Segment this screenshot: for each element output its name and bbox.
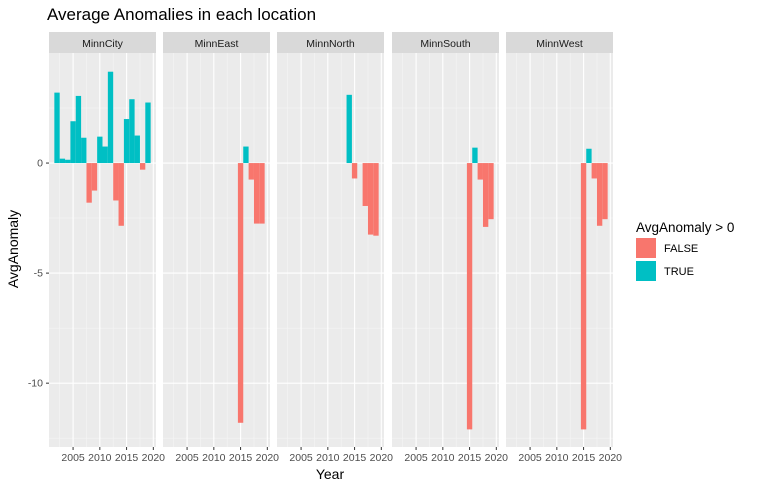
facet-strip bbox=[163, 32, 270, 53]
bar-minnsouth-2019 bbox=[488, 163, 494, 220]
facet-strip-label: MinnSouth bbox=[420, 38, 470, 50]
bar-minneast-2018 bbox=[253, 163, 260, 224]
panel-background bbox=[163, 53, 270, 447]
bar-minncity-2010 bbox=[97, 136, 103, 164]
facet-panel-minneast: MinnEast 2005 2010 2015 2020 bbox=[163, 32, 279, 464]
bar-minnnorth-2018 bbox=[367, 163, 374, 235]
bar-minneast-2019 bbox=[259, 163, 265, 224]
x-tick-label: 2020 bbox=[142, 452, 166, 464]
bar-minncity-2017 bbox=[134, 135, 140, 164]
x-tick-label: 2010 bbox=[202, 452, 226, 464]
legend: AvgAnomaly > 0 FALSE TRUE bbox=[636, 220, 734, 281]
x-tick-label: 2020 bbox=[599, 452, 623, 464]
bar-minncity-2014 bbox=[118, 163, 124, 226]
y-tick-label: -10 bbox=[28, 378, 43, 390]
bar-minncity-2015 bbox=[123, 119, 130, 164]
bar-minneast-2017 bbox=[248, 163, 254, 180]
bar-minncity-2013 bbox=[113, 163, 119, 201]
bar-minnwest-2018 bbox=[596, 163, 603, 226]
bar-minncity-2011 bbox=[102, 146, 108, 164]
bar-minncity-2018 bbox=[139, 163, 146, 170]
x-tick-label: 2020 bbox=[370, 452, 394, 464]
facet-panel-minnwest: MinnWest 2005 2010 2015 2020 bbox=[506, 32, 622, 464]
bar-minnwest-2015 bbox=[580, 163, 587, 430]
facet-strip bbox=[392, 32, 499, 53]
x-tick-label: 2020 bbox=[256, 452, 280, 464]
bar-minncity-2012 bbox=[107, 71, 114, 164]
facet-panel-minncity: MinnCity 2005 2010 2015 2020 bbox=[49, 32, 165, 464]
bar-minncity-2005 bbox=[70, 121, 76, 164]
bar-minnsouth-2016 bbox=[472, 147, 478, 164]
bar-minncity-2004 bbox=[65, 159, 71, 164]
x-axis-title: Year bbox=[316, 466, 345, 482]
panel-background bbox=[49, 53, 156, 447]
bar-minnsouth-2018 bbox=[482, 163, 489, 227]
y-tick-label: 0 bbox=[37, 158, 43, 170]
bar-minnnorth-2014 bbox=[346, 94, 352, 164]
bar-minnwest-2019 bbox=[602, 163, 608, 220]
bar-minncity-2006 bbox=[75, 95, 82, 164]
x-tick-label: 2005 bbox=[518, 452, 542, 464]
y-tick-label: -5 bbox=[34, 268, 43, 280]
legend-label-false: FALSE bbox=[664, 243, 698, 255]
x-tick-label: 2010 bbox=[316, 452, 340, 464]
bar-minncity-2009 bbox=[91, 163, 98, 191]
bar-minncity-2007 bbox=[81, 137, 87, 164]
facet-strip bbox=[277, 32, 384, 53]
x-tick-label: 2010 bbox=[431, 452, 455, 464]
x-tick-label: 2005 bbox=[61, 452, 85, 464]
bar-minncity-2003 bbox=[59, 158, 66, 164]
bar-minncity-2008 bbox=[86, 163, 92, 203]
legend-label-true: TRUE bbox=[664, 266, 694, 278]
facet-strip bbox=[506, 32, 613, 53]
x-tick-label: 2010 bbox=[88, 452, 112, 464]
bar-minnsouth-2015 bbox=[466, 163, 473, 430]
x-tick-label: 2015 bbox=[458, 452, 482, 464]
x-tick-label: 2005 bbox=[289, 452, 313, 464]
facet-strip-label: MinnNorth bbox=[306, 38, 355, 50]
y-axis-title: AvgAnomaly bbox=[5, 210, 21, 288]
chart-title: Average Anomalies in each location bbox=[47, 5, 316, 24]
facet-strip bbox=[49, 32, 156, 53]
bar-minnnorth-2019 bbox=[373, 163, 379, 236]
facet-panel-minnnorth: MinnNorth 2005 2010 2015 2020 bbox=[277, 32, 393, 464]
bar-minnwest-2017 bbox=[591, 163, 597, 179]
bar-minnwest-2016 bbox=[586, 148, 592, 164]
panel-background bbox=[392, 53, 499, 447]
bar-minneast-2016 bbox=[243, 146, 249, 164]
x-tick-label: 2010 bbox=[545, 452, 569, 464]
facet-strip-label: MinnWest bbox=[536, 38, 583, 50]
legend-key-true bbox=[636, 261, 656, 281]
x-tick-label: 2005 bbox=[175, 452, 199, 464]
y-axis: 0 -5 -10 bbox=[28, 158, 49, 390]
panel-background bbox=[506, 53, 613, 447]
bar-minnsouth-2017 bbox=[477, 163, 483, 180]
bar-minnnorth-2017 bbox=[362, 163, 368, 206]
bar-minncity-2019 bbox=[145, 102, 151, 164]
facet-panel-minnsouth: MinnSouth 2005 2010 2015 2020 bbox=[392, 32, 508, 464]
bar-minneast-2015 bbox=[237, 163, 244, 423]
bar-minnnorth-2015 bbox=[351, 163, 358, 179]
facet-strip-label: MinnEast bbox=[195, 38, 239, 50]
x-tick-label: 2020 bbox=[485, 452, 509, 464]
panel-background bbox=[277, 53, 384, 447]
x-tick-label: 2005 bbox=[404, 452, 428, 464]
x-tick-label: 2015 bbox=[115, 452, 139, 464]
bar-minncity-2016 bbox=[129, 99, 135, 164]
x-tick-label: 2015 bbox=[343, 452, 367, 464]
legend-key-false bbox=[636, 238, 656, 258]
legend-title: AvgAnomaly > 0 bbox=[636, 220, 734, 235]
x-tick-label: 2015 bbox=[572, 452, 596, 464]
bar-minncity-2002 bbox=[54, 92, 60, 164]
x-tick-label: 2015 bbox=[229, 452, 253, 464]
facet-strip-label: MinnCity bbox=[82, 38, 124, 50]
